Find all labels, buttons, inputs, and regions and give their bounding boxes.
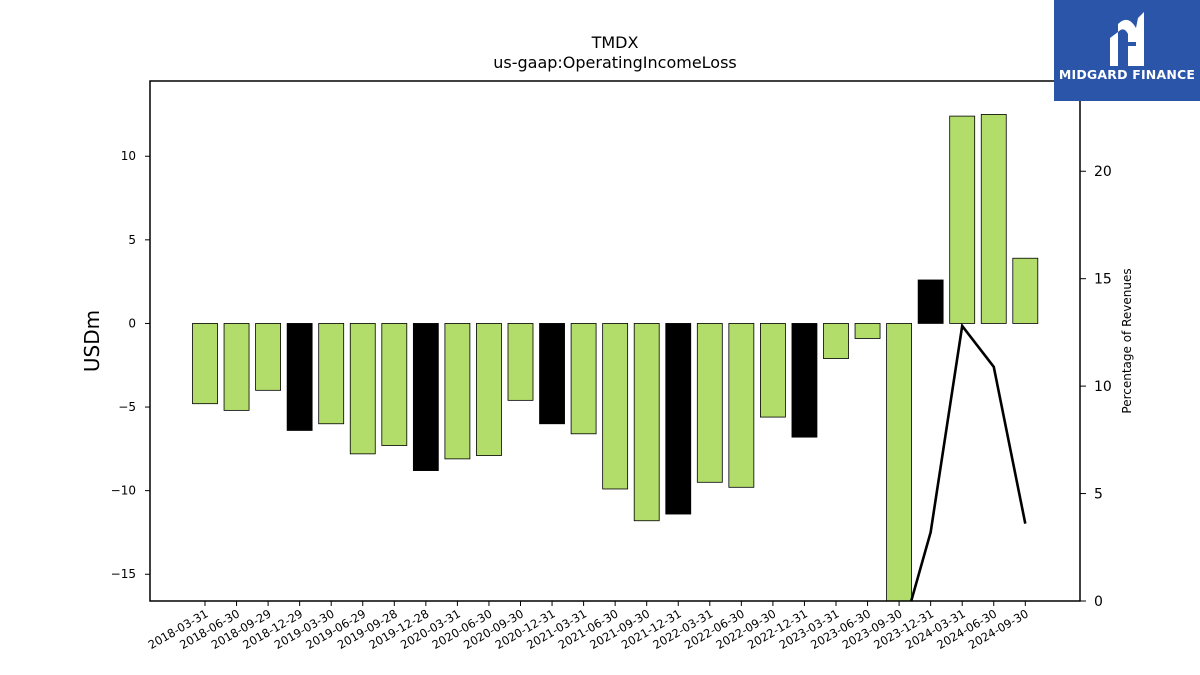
bar-2023-03-31	[823, 323, 849, 359]
bar-2018-09-29	[255, 323, 282, 391]
bar-series	[192, 114, 1039, 601]
y2-tick-label: 5	[1094, 487, 1103, 503]
brand-name: MIDGARD FINANCE	[1058, 67, 1196, 82]
y2-tick-label: 15	[1094, 272, 1112, 288]
bar-2019-09-28	[381, 323, 408, 446]
bar-2018-12-29	[286, 323, 313, 431]
y-axis-ticks: −15 −10 −5 0 5 10	[111, 149, 150, 581]
bar-2024-09-30	[1012, 257, 1039, 324]
brand-logo: MIDGARD FINANCE	[1054, 0, 1200, 101]
bar-2020-09-30	[507, 323, 534, 401]
bar-2021-12-31	[665, 323, 692, 515]
bar-2020-06-30	[476, 323, 502, 456]
bar-2021-03-31	[570, 323, 597, 435]
y2-tick-label: 20	[1094, 164, 1112, 180]
bar-2022-12-31	[791, 323, 818, 438]
plot-frame	[149, 80, 1081, 602]
percentage-line	[909, 322, 1027, 601]
y2-axis-ticks: 0 5 10 15 20	[1080, 164, 1112, 610]
midgard-logo-icon	[1110, 12, 1144, 66]
y-tick-label: −15	[111, 567, 136, 581]
y-axis-label: USDm	[80, 310, 104, 372]
percentage-line-series	[909, 322, 1027, 601]
bar-2020-03-31	[444, 323, 471, 460]
y2-axis-label: Percentage of Revenues	[1120, 268, 1134, 413]
bar-2019-03-30	[318, 323, 345, 425]
bar-2022-06-30	[728, 323, 755, 488]
bar-2018-06-30	[223, 323, 250, 411]
y-tick-label: 5	[128, 233, 136, 247]
y-tick-label: 10	[121, 149, 136, 163]
bar-2021-06-30	[602, 323, 629, 490]
bar-2024-06-30	[980, 114, 1007, 324]
y-tick-label: 0	[128, 316, 136, 330]
y2-tick-label: 0	[1094, 594, 1103, 610]
bar-2023-06-30	[854, 323, 881, 339]
y-tick-label: −10	[111, 484, 136, 498]
bar-2022-09-30	[760, 323, 786, 418]
bar-2021-09-30	[633, 323, 660, 522]
y2-tick-label: 10	[1094, 379, 1112, 395]
bar-2019-06-29	[349, 323, 376, 455]
y-tick-label: −5	[118, 400, 136, 414]
bar-2024-03-31	[949, 115, 976, 324]
bar-2020-12-31	[539, 323, 565, 425]
bar-2018-03-31	[192, 323, 218, 405]
x-axis-ticks: 2018-03-312018-06-302018-09-292018-12-29…	[146, 601, 1031, 652]
bar-2019-12-28	[412, 323, 439, 471]
bar-2023-12-31	[917, 279, 944, 324]
bar-2023-09-30	[886, 323, 912, 601]
bar-2022-03-31	[696, 323, 723, 483]
chart-subtitle: us-gaap:OperatingIncomeLoss	[493, 53, 737, 72]
chart-title: TMDX	[591, 33, 639, 52]
